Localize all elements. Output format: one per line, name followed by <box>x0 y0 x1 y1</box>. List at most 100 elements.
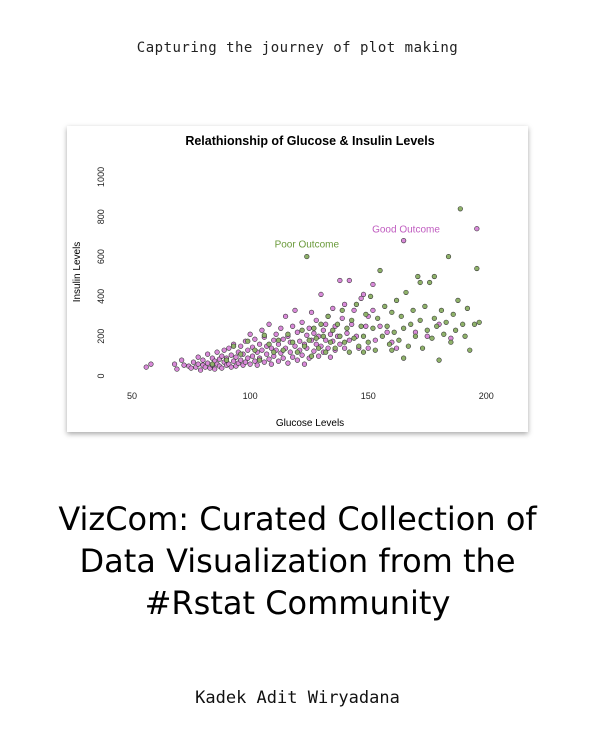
good-outcome-point <box>304 332 310 338</box>
poor-outcome-point <box>245 338 251 344</box>
poor-outcome-point <box>365 339 371 345</box>
annotation-good-outcome: Good Outcome <box>372 225 440 236</box>
poor-outcome-point <box>308 353 315 359</box>
poor-outcome-point <box>467 347 473 353</box>
good-outcome-point <box>242 359 249 365</box>
good-outcome-point <box>273 331 279 337</box>
poor-outcome-point <box>339 307 345 313</box>
y-tick-label: 800 <box>96 209 106 224</box>
good-outcome-point <box>247 331 253 337</box>
poor-outcome-point <box>231 343 237 349</box>
poor-outcome-point <box>455 297 461 303</box>
good-outcome-point <box>226 345 232 351</box>
good-outcome-point <box>200 357 206 363</box>
good-outcome-point <box>393 345 400 351</box>
poor-outcome-point <box>327 339 334 345</box>
poor-outcome-point <box>401 355 407 361</box>
poor-outcome-point <box>471 321 478 327</box>
poor-outcome-point <box>318 321 324 327</box>
good-outcome-point <box>254 362 260 368</box>
poor-outcome-point <box>346 349 352 355</box>
poor-outcome-point <box>431 315 437 321</box>
poor-outcome-point <box>330 327 336 333</box>
good-outcome-point <box>327 331 334 337</box>
poor-outcome-point <box>464 305 471 311</box>
good-outcome-point <box>313 317 319 323</box>
poor-outcome-point <box>384 323 390 329</box>
good-outcome-point <box>268 361 274 367</box>
good-outcome-point <box>424 333 430 339</box>
good-outcome-point <box>327 354 334 360</box>
good-outcome-point <box>342 301 348 307</box>
good-outcome-point <box>346 337 352 343</box>
good-outcome-point <box>294 357 300 363</box>
good-outcome-point <box>275 358 282 364</box>
good-outcome-point <box>245 347 251 353</box>
poor-outcome-point <box>393 297 400 303</box>
good-outcome-point <box>280 336 286 342</box>
y-tick-label: 600 <box>96 249 106 264</box>
poor-outcome-point <box>377 267 383 274</box>
poor-outcome-point <box>450 311 456 317</box>
poor-outcome-point <box>389 309 395 315</box>
good-outcome-point <box>190 359 197 365</box>
good-outcome-point <box>360 291 367 298</box>
good-outcome-point <box>233 354 239 360</box>
poor-outcome-point <box>320 333 326 339</box>
poor-outcome-point <box>431 273 437 280</box>
poor-outcome-point <box>304 253 310 260</box>
x-tick-label: 100 <box>243 391 258 401</box>
book-title-line-2: Data Visualization from the <box>79 542 516 580</box>
good-outcome-point <box>318 291 324 298</box>
poor-outcome-point <box>301 343 308 349</box>
good-outcome-point <box>344 330 350 336</box>
good-outcome-point <box>264 351 270 357</box>
good-outcome-point <box>282 313 289 319</box>
poor-outcome-point <box>353 301 360 307</box>
good-outcome-point <box>306 325 312 331</box>
good-outcome-point <box>384 329 390 335</box>
good-outcome-point <box>377 323 383 329</box>
poor-outcome-point <box>386 341 393 347</box>
poor-outcome-point <box>351 335 357 341</box>
good-outcome-point <box>249 353 256 359</box>
poor-outcome-point <box>434 323 440 329</box>
good-outcome-point <box>292 343 298 349</box>
good-outcome-point <box>219 353 225 359</box>
book-title-line-1: VizCom: Curated Collection of <box>58 500 537 538</box>
y-tick-label: 200 <box>96 329 106 344</box>
good-outcome-point <box>370 307 376 313</box>
poor-outcome-point <box>261 332 267 338</box>
poor-outcome-point <box>441 331 447 337</box>
poor-outcome-point <box>391 329 397 335</box>
poor-outcome-point <box>462 333 468 339</box>
poor-outcome-point <box>474 265 480 272</box>
poor-outcome-point <box>358 323 364 329</box>
poor-outcome-point <box>379 333 385 339</box>
poor-outcome-point <box>396 337 402 343</box>
x-tick-label: 200 <box>479 391 494 401</box>
poor-outcome-point <box>294 349 300 355</box>
good-outcome-point <box>252 336 258 342</box>
poor-outcome-point <box>266 341 272 347</box>
y-axis-label: Insulin Levels <box>72 242 83 303</box>
good-outcome-point <box>323 337 329 343</box>
good-outcome-point <box>278 325 284 331</box>
scatter-chart: Relathionship of Glucose & Insulin Level… <box>72 134 494 429</box>
poor-outcome-point <box>401 325 407 331</box>
chart-title: Relathionship of Glucose & Insulin Level… <box>185 134 434 148</box>
good-outcome-point <box>342 345 348 351</box>
y-tick-label: 400 <box>96 289 106 304</box>
good-outcome-point <box>311 330 317 336</box>
good-outcome-point <box>228 352 234 358</box>
poor-outcome-point <box>457 206 463 212</box>
poor-outcome-point <box>209 361 215 367</box>
scatter-plot-figure: Relathionship of Glucose & Insulin Level… <box>67 126 528 432</box>
good-outcome-point <box>195 361 201 367</box>
good-outcome-point <box>179 357 185 363</box>
good-outcome-point <box>231 358 237 364</box>
poor-outcome-point <box>271 349 277 355</box>
poor-outcome-point <box>370 325 376 331</box>
poor-outcome-point <box>323 349 329 355</box>
good-outcome-point <box>188 365 194 371</box>
